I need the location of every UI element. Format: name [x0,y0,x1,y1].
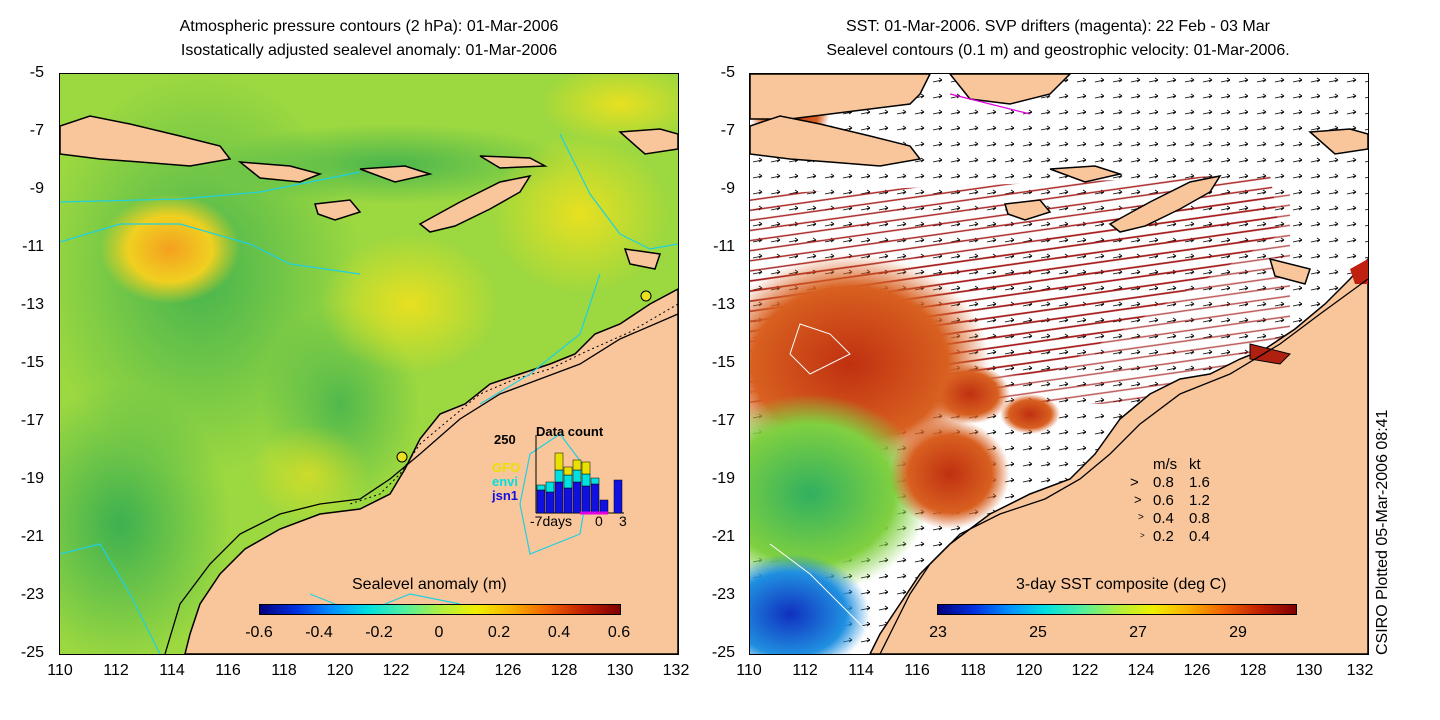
right-ytick: -13 [711,296,735,313]
right-xtick: 120 [1015,662,1043,679]
speed-legend-kt: 1.2 [1189,492,1210,509]
sealevel-colorbar-tick: -0.6 [245,624,273,641]
sealevel-colorbar-title: Sealevel anomaly (m) [352,576,507,593]
right-ytick: -25 [711,644,735,661]
left-title-line1: Atmospheric pressure contours (2 hPa): 0… [179,18,559,35]
speed-legend-arrow-icon: > [1130,474,1139,491]
sst-colorbar [937,604,1297,615]
plot-credit: CSIRO Plotted 05-Mar-2006 08:41 [1374,409,1391,655]
right-ytick: -5 [720,64,735,81]
sealevel-map-svg [60,74,678,654]
sst-colorbar-title: 3-day SST composite (deg C) [1016,576,1227,593]
inset-xtick-zero: 0 [595,513,603,529]
speed-legend-kt: 0.8 [1189,510,1210,527]
right-xtick: 124 [1127,662,1155,679]
right-ytick: -7 [720,122,735,139]
left-ytick: -13 [20,296,44,313]
inset-title: Data count [536,424,604,439]
sst-colorbar-tick: 27 [1129,624,1147,641]
right-xtick: 122 [1071,662,1099,679]
left-ytick: -23 [20,586,44,603]
sealevel-colorbar-tick: 0 [434,624,444,641]
speed-legend-arrow-icon: > [1140,531,1145,540]
right-xtick: 110 [736,662,762,679]
sst-velocity-map [749,73,1369,655]
speed-legend-kt: 0.4 [1189,528,1210,545]
left-xtick: 110 [47,662,73,679]
speed-legend-header-ms: m/s [1153,456,1178,473]
right-ytick: -9 [720,180,735,197]
inset-xtick-three: 3 [619,513,627,529]
left-xtick: 124 [438,662,466,679]
speed-legend: m/s kt > 0.8 1.6 > 0.6 1.2 > 0.4 0.8 > 0… [1130,456,1250,546]
right-title-line2: Sealevel contours (0.1 m) and geostrophi… [826,42,1290,59]
sealevel-colorbar-tick: -0.2 [365,624,393,641]
right-ytick: -19 [711,470,735,487]
right-xtick: 118 [960,662,986,679]
speed-legend-ms: 0.2 [1153,528,1174,545]
sealevel-colorbar-tick: -0.4 [305,624,333,641]
left-ytick: -7 [29,122,44,139]
right-xtick: 114 [848,662,874,679]
left-ytick: -15 [20,354,44,371]
left-xtick: 112 [103,662,129,679]
sst-map-svg [750,74,1368,654]
sealevel-colorbar [259,604,621,615]
left-ytick: -19 [20,470,44,487]
left-xtick: 114 [159,662,185,679]
right-xtick: 126 [1183,662,1211,679]
sst-colorbar-tick: 25 [1029,624,1047,641]
left-xtick: 118 [271,662,297,679]
right-title-line1: SST: 01-Mar-2006. SVP drifters (magenta)… [846,18,1270,35]
left-ytick: -21 [20,528,44,545]
inset-xtick-start: -7days [530,513,573,529]
speed-legend-arrow-icon: > [1134,492,1142,507]
right-xtick: 132 [1346,662,1374,679]
inset-label-jsn1: jsn1 [492,488,519,503]
right-ytick: -17 [711,412,735,429]
speed-legend-ms: 0.8 [1153,474,1174,491]
speed-legend-ms: 0.4 [1153,510,1174,527]
left-xtick: 122 [382,662,410,679]
left-ytick: -5 [29,64,44,81]
left-ytick: -25 [20,644,44,661]
left-xtick: 116 [215,662,241,679]
right-ytick: -15 [711,354,735,371]
sealevel-colorbar-tick: 0.2 [487,624,511,641]
sealevel-anomaly-map [59,73,679,655]
left-xtick: 126 [494,662,522,679]
left-ytick: -11 [22,238,44,255]
right-ytick: -11 [713,238,735,255]
speed-legend-arrow-icon: > [1138,512,1144,523]
left-ytick: -9 [29,180,44,197]
speed-legend-ms: 0.6 [1153,492,1174,509]
sst-colorbar-tick: 29 [1229,624,1247,641]
right-ytick: -23 [711,586,735,603]
left-xtick: 132 [662,662,690,679]
sst-colorbar-tick: 23 [929,624,947,641]
right-xtick: 128 [1239,662,1267,679]
inset-label-envi: envi [492,474,519,489]
speed-legend-header-kt: kt [1189,456,1201,473]
right-ytick: -21 [711,528,735,545]
left-title-line2: Isostatically adjusted sealevel anomaly:… [180,42,558,59]
left-xtick: 120 [326,662,354,679]
left-xtick: 130 [606,662,634,679]
left-ytick: -17 [20,412,44,429]
inset-bars [535,435,624,515]
left-xtick: 128 [550,662,578,679]
speed-legend-kt: 1.6 [1189,474,1210,491]
sealevel-colorbar-tick: 0.4 [547,624,571,641]
sealevel-colorbar-tick: 0.6 [607,624,631,641]
right-xtick: 130 [1295,662,1323,679]
inset-ymax: 250 [494,432,516,447]
right-xtick: 116 [904,662,930,679]
right-xtick: 112 [792,662,818,679]
inset-label-gfo: GFO [492,460,521,475]
data-count-inset: Data count 250 GFO envi jsn1 -7days 0 3 [490,420,640,530]
